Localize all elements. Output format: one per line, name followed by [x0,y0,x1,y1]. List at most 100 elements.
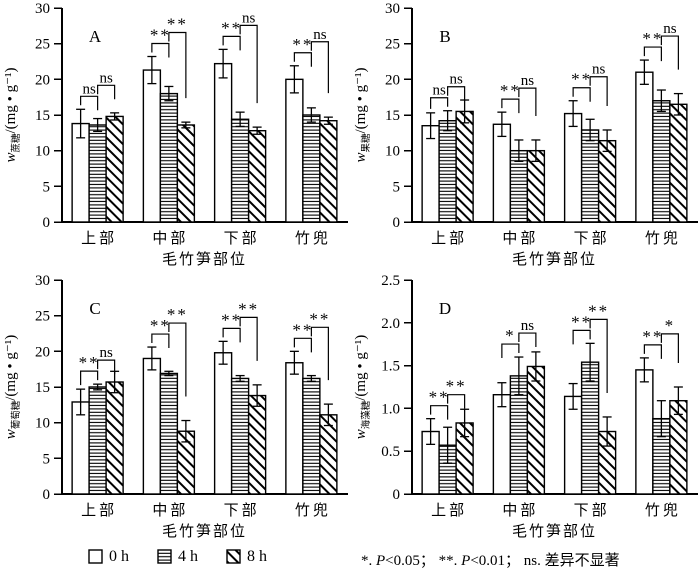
bar-0h-2 [492,123,512,223]
x-category-label: 竹兜 [295,229,331,247]
y-tick-label: 25 [385,37,400,53]
y-tick-label: 0 [393,487,401,503]
legend-swatch-hstripe [157,549,172,564]
x-category-label: 竹兜 [295,501,331,519]
sig-label-outer: * [665,316,676,335]
y-tick-label: 30 [385,1,400,17]
legend-label: 4 h [178,548,198,565]
y-tick-label: 0.5 [381,444,400,460]
panel-letter: C [89,299,100,318]
bar-8h-2 [176,124,196,223]
x-axis-label: 毛竹笋部位 [162,251,247,268]
x-category-label: 上部 [431,230,467,247]
sig-label-outer: ** [238,299,259,318]
panel-letter: B [439,27,450,46]
y-tick-label: 25 [35,37,50,53]
x-axis-label: 毛竹笋部位 [162,523,247,540]
legend-item-4h: 4 h [157,549,198,565]
y-tick-label: 15 [35,108,50,124]
bar-0h-3 [563,395,583,495]
footnote-text: *. [361,553,376,569]
bar-0h-2 [142,357,162,495]
bar-0h-4 [635,71,654,223]
y-tick-label: 5 [43,179,51,195]
bar-4h-4 [652,100,671,223]
sig-label-outer: ns [99,70,113,86]
footnote: *. P<0.05； **. P<0.01； ns. 差异不显著 [361,549,620,570]
x-category-label: 中部 [152,230,188,247]
footnote-text: <0.01； ns. 差异不显著 [470,553,620,569]
bar-4h-2 [159,372,179,495]
bar-8h-3 [597,139,617,223]
bar-0h-3 [563,112,583,223]
y-tick-label: 15 [385,108,400,124]
sig-label-outer: ns [663,21,677,37]
bar-8h-2 [526,365,546,495]
bar-0h-2 [492,394,512,495]
sig-label-outer: ns [521,73,535,89]
legend-label: 8 h [247,548,267,565]
legend-swatch-diagonal [226,549,241,564]
sig-label-inner: ** [221,18,242,37]
bar-8h-4 [319,414,338,495]
footnote-text: **. [438,553,462,569]
bar-0h-3 [213,352,233,495]
x-category-label: 竹兜 [645,501,681,519]
bar-0h-4 [635,369,654,495]
bar-0h-4 [285,362,304,495]
y-tick-label: 10 [385,144,400,160]
y-axis-label: w葡萄糖/(mg • g⁻¹) [3,335,22,440]
sig-label-outer: ** [309,309,330,328]
sig-label-inner: ** [500,81,521,100]
bar-8h-4 [669,103,688,223]
x-category-label: 中部 [152,502,188,519]
sig-label-outer: ns [313,27,327,43]
y-tick-label: 2.5 [381,273,400,289]
sig-label-inner: ** [292,35,313,54]
x-category-label: 竹兜 [645,229,681,247]
bar-0h-2 [142,69,162,223]
footnote-p-symbol: P [376,553,386,569]
x-category-label: 下部 [224,230,260,247]
legend-item-8h: 8 h [226,549,267,565]
sig-label-inner: ** [79,353,100,372]
y-tick-label: 20 [385,72,400,88]
y-tick-label: 30 [35,273,50,289]
footnote-p-symbol: P [461,553,471,569]
bar-4h-4 [302,114,321,223]
legend-swatch-open [88,549,103,564]
bar-8h-3 [247,129,267,223]
bar-8h-4 [319,120,338,223]
y-tick-label: 1.0 [381,401,400,417]
bar-4h-1 [438,120,457,223]
y-tick-label: 1.5 [381,359,400,375]
bar-4h-2 [159,92,179,223]
sig-label-inner: ** [642,29,663,48]
y-tick-label: 5 [43,451,51,467]
legend-item-0h: 0 h [88,549,129,565]
sig-label-inner: ns [82,81,96,97]
sig-label-inner: ** [150,26,171,45]
bar-0h-1 [71,401,90,495]
y-tick-label: 0 [43,215,51,231]
sig-label-inner: ** [642,327,663,346]
x-axis-label: 毛竹笋部位 [512,523,597,540]
sig-label-outer: ** [446,377,467,396]
x-axis-label: 毛竹笋部位 [512,251,597,268]
bar-8h-1 [455,110,474,223]
y-tick-label: 20 [35,344,50,360]
sig-label-inner: ** [150,316,171,335]
x-category-label: 中部 [502,230,538,247]
sig-label-inner: ** [221,310,242,329]
y-tick-label: 25 [35,309,50,325]
bar-4h-4 [302,377,321,495]
y-tick-label: 0 [43,487,51,503]
x-category-label: 上部 [81,230,117,247]
bar-4h-1 [88,124,107,223]
footnote-text: <0.05； [385,553,439,569]
